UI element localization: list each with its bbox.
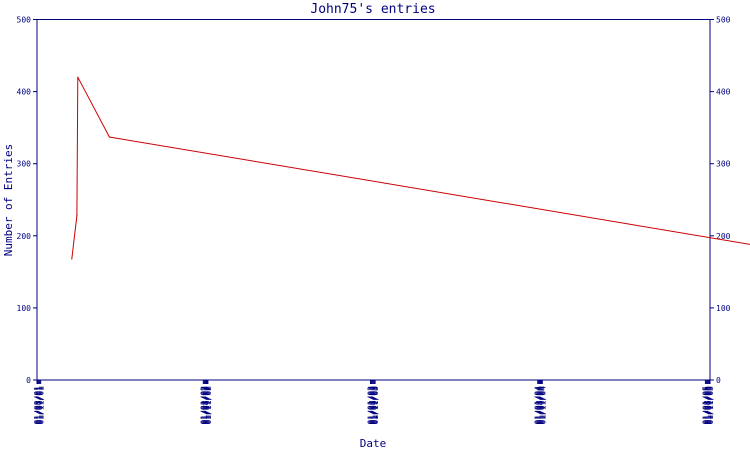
x-tick-label: 01/07/03 — [369, 386, 378, 425]
y-tick-label-right: 200 — [716, 232, 731, 241]
x-tick-label: 01/09/02 — [203, 386, 212, 425]
y-tick-label-right: 400 — [716, 88, 731, 97]
x-axis-label: Date — [360, 437, 387, 450]
y-tick-label-left: 200 — [17, 232, 32, 241]
x-tick-label: 01/11/01 — [37, 386, 46, 425]
x-tick-label: 01/11/04 — [538, 386, 547, 425]
ticks-layer: 0 0 100 100 200 200 300 300 400 400 500 500 01/03/01… — [17, 16, 731, 425]
x-tick-label: 01/05/01 — [34, 386, 43, 425]
x-tick-label: 01/07/01 — [35, 386, 44, 425]
x-tick-label: 01/03/05 — [702, 386, 711, 425]
x-tick-label: 01/01/03 — [367, 386, 376, 425]
y-tick-label-left: 300 — [17, 160, 32, 169]
y-tick-label-left: 500 — [17, 16, 32, 25]
x-tick-label: 01/03/03 — [367, 386, 376, 425]
x-tick-label: 01/05/04 — [536, 386, 545, 425]
x-tick-label: 01/07/04 — [536, 386, 545, 425]
x-tick-label: 01/09/03 — [370, 386, 379, 425]
data-point — [77, 76, 79, 78]
x-tick-label: 01/01/02 — [199, 386, 208, 425]
data-point — [71, 258, 73, 260]
y-tick-label-right: 0 — [716, 376, 721, 385]
series-line — [71, 76, 750, 259]
x-tick-label: 01/07/02 — [202, 386, 211, 425]
x-tick-label: 01/11/02 — [204, 386, 213, 425]
y-tick-label-left: 0 — [26, 376, 31, 385]
x-tick-label: 01/03/02 — [200, 386, 209, 425]
x-tick-label: 01/09/05 — [705, 386, 714, 425]
x-tick-label: 01/01/04 — [534, 386, 543, 425]
chart-title: John75's entries — [310, 2, 435, 17]
y-tick-label-right: 100 — [716, 304, 731, 313]
x-tick-label: 01/05/03 — [368, 386, 377, 425]
y-tick-label-left: 400 — [17, 88, 32, 97]
x-tick-label: 01/11/03 — [371, 386, 380, 425]
x-tick-label: 01/03/01 — [33, 386, 42, 425]
series-layer — [71, 76, 750, 260]
y-tick-label-right: 300 — [716, 160, 731, 169]
x-tick-label: 01/05/02 — [201, 386, 210, 425]
plot-area-frame — [36, 19, 711, 381]
x-tick-label: 01/03/04 — [535, 386, 544, 425]
x-tick-label: 01/09/04 — [537, 386, 546, 425]
x-tick-label: 01/07/05 — [704, 386, 713, 425]
x-tick-label: 01/05/05 — [703, 386, 712, 425]
data-point — [76, 215, 78, 217]
data-point — [108, 136, 110, 138]
y-tick-label-right: 500 — [716, 16, 731, 25]
x-tick-label: 01/11/05 — [706, 386, 715, 425]
x-tick-label: 01/01/05 — [701, 386, 710, 425]
x-tick-label: 01/09/01 — [36, 386, 45, 425]
y-tick-label-left: 100 — [17, 304, 32, 313]
y-axis-label: Number of Entries — [2, 144, 15, 257]
